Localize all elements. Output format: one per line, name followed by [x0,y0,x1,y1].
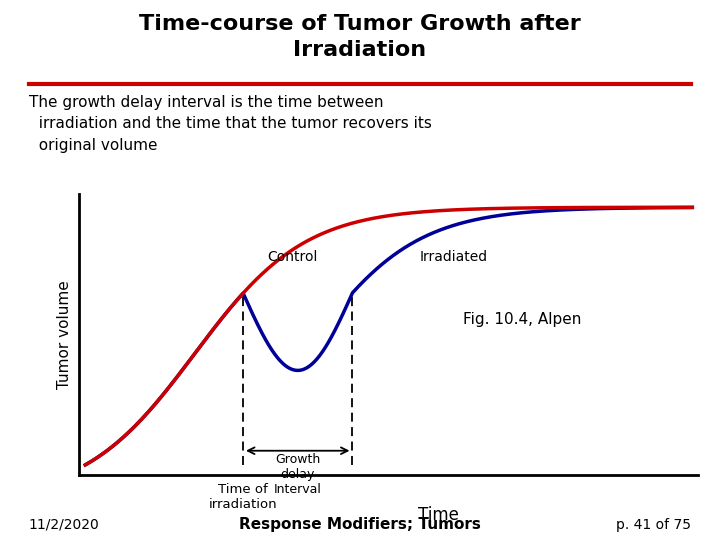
Text: 11/2/2020: 11/2/2020 [29,518,99,532]
Text: p. 41 of 75: p. 41 of 75 [616,518,691,532]
Text: Time of
irradiation: Time of irradiation [209,483,277,511]
Text: Growth
delay
Interval: Growth delay Interval [274,453,322,496]
Text: Response Modifiers; Tumors: Response Modifiers; Tumors [239,517,481,532]
Text: irradiation and the time that the tumor recovers its: irradiation and the time that the tumor … [29,116,432,131]
Text: Time-course of Tumor Growth after: Time-course of Tumor Growth after [139,14,581,33]
Text: The growth delay interval is the time between: The growth delay interval is the time be… [29,94,383,110]
Text: Irradiation: Irradiation [294,40,426,60]
Y-axis label: Tumor volume: Tumor volume [58,280,72,389]
Text: Fig. 10.4, Alpen: Fig. 10.4, Alpen [463,312,582,327]
Text: Irradiated: Irradiated [419,249,487,264]
Text: Control: Control [267,250,318,264]
Text: Time: Time [418,506,459,524]
Text: original volume: original volume [29,138,157,153]
